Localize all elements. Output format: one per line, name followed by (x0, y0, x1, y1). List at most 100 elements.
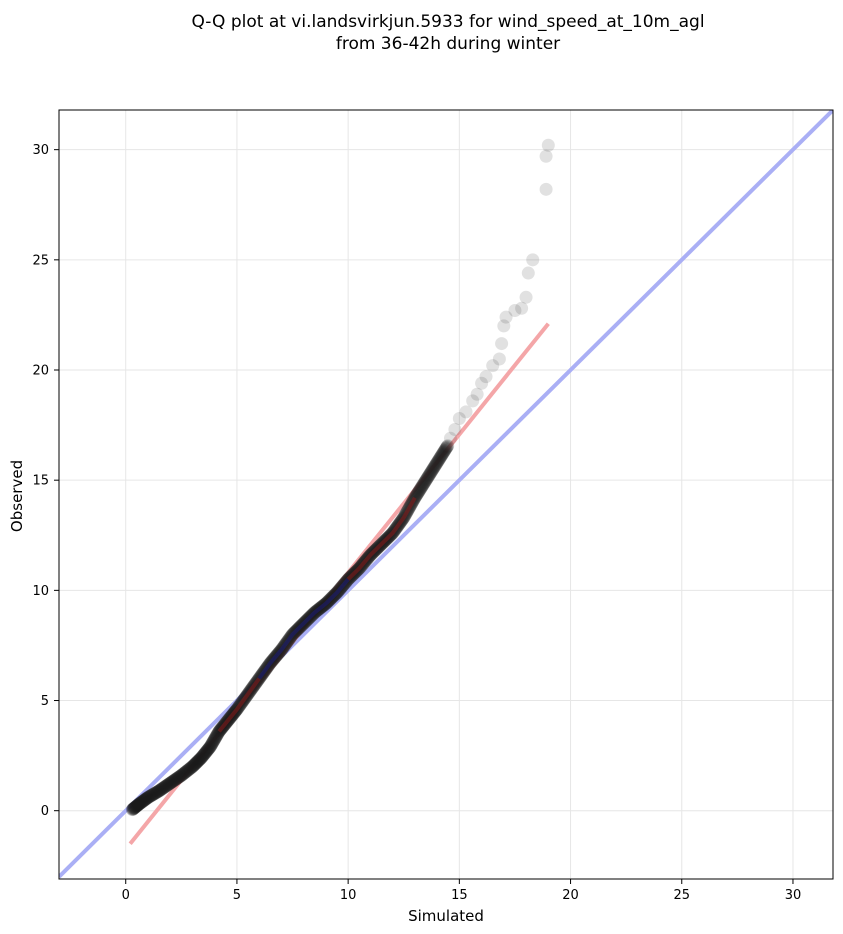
quantile-point-637 (430, 456, 444, 470)
tail-point-0 (443, 431, 457, 445)
quantile-point-649 (436, 447, 450, 461)
x-tick-label-0: 0 (122, 888, 130, 903)
quantile-point-91 (165, 775, 179, 789)
quantile-point-654 (438, 443, 452, 457)
quantile-point-648 (435, 448, 449, 462)
quantile-point-94 (166, 774, 180, 788)
quantile-point-68 (153, 783, 167, 797)
quantile-point-112 (175, 768, 189, 782)
quantile-point-609 (415, 479, 429, 493)
quantile-point-166 (199, 745, 213, 759)
quantile-point-57 (148, 787, 162, 801)
quantile-point-171 (201, 742, 215, 756)
quantile-point-183 (206, 735, 220, 749)
quantile-point-135 (187, 758, 201, 772)
quantile-point-632 (427, 460, 441, 474)
quantile-point-44 (141, 790, 155, 804)
quantile-point-88 (163, 776, 177, 790)
quantile-point-20 (131, 798, 145, 812)
quantile-point-12 (129, 800, 143, 814)
quantile-point-656 (439, 441, 453, 455)
y-tick-label-3: 15 (32, 474, 49, 489)
quantile-point-622 (422, 468, 436, 482)
tail-point-12 (499, 310, 513, 324)
reference-lines (59, 110, 833, 879)
y-tick-label-5: 25 (32, 253, 49, 268)
tail-point-1 (448, 422, 462, 436)
quantile-point-113 (176, 767, 190, 781)
quantile-point-40 (139, 792, 153, 806)
quantile-point-43 (141, 791, 155, 805)
quantile-point-64 (151, 784, 165, 798)
chart-title: Q-Q plot at vi.landsvirkjun.5933 for win… (191, 12, 704, 54)
quantile-point-631 (427, 461, 441, 475)
quantile-point-605 (413, 482, 427, 496)
quantile-point-87 (163, 777, 177, 791)
quantile-point-152 (194, 752, 208, 766)
quantile-point-617 (419, 472, 433, 486)
quantile-point-3 (126, 802, 140, 816)
quantile-point-55 (147, 787, 161, 801)
quantile-point-21 (132, 797, 146, 811)
quantile-point-173 (202, 741, 216, 755)
quantile-point-29 (135, 795, 149, 809)
quantile-point-116 (177, 766, 191, 780)
quantile-point-46 (142, 790, 156, 804)
quantile-point-17 (131, 798, 145, 812)
quantile-point-186 (207, 733, 221, 747)
quantile-point-625 (424, 466, 438, 480)
quantile-point-626 (424, 465, 438, 479)
quantile-point-604 (413, 483, 427, 497)
quantile-point-99 (169, 772, 183, 786)
quantile-point-73 (156, 781, 170, 795)
quantile-point-53 (146, 788, 160, 802)
quantile-point-89 (164, 776, 178, 790)
quantile-point-148 (192, 753, 206, 767)
quantile-point-132 (185, 760, 199, 774)
quantile-point-191 (209, 729, 223, 743)
quantile-point-24 (133, 796, 147, 810)
quantile-point-144 (190, 755, 204, 769)
curve-overlay-blue-mid (257, 578, 350, 680)
quantile-point-121 (180, 764, 194, 778)
quantile-point-13 (129, 799, 143, 813)
quantile-point-655 (439, 442, 453, 456)
quantile-point-8 (128, 801, 142, 815)
quantile-point-6 (127, 801, 141, 815)
quantile-point-141 (189, 756, 203, 770)
quantile-point-642 (432, 452, 446, 466)
quantile-point-641 (432, 453, 446, 467)
quantile-point-26 (134, 796, 148, 810)
quantile-point-71 (155, 782, 169, 796)
quantile-point-19 (131, 798, 145, 812)
quantile-point-149 (192, 753, 206, 767)
quantile-point-25 (133, 796, 147, 810)
y-axis-label: Observed (8, 460, 26, 532)
quantile-point-22 (132, 797, 146, 811)
quantile-point-185 (207, 733, 221, 747)
quantile-point-107 (173, 769, 187, 783)
quantile-point-192 (210, 729, 224, 743)
quantile-point-177 (204, 739, 218, 753)
quantile-point-84 (161, 778, 175, 792)
quantile-point-81 (160, 779, 174, 793)
y-axis-ticks: 0 5 10 15 20 25 30 (32, 143, 59, 819)
quantile-point-62 (150, 785, 164, 799)
x-tick-label-1: 5 (233, 888, 241, 903)
quantile-point-0 (125, 803, 139, 817)
quantile-point-638 (430, 456, 444, 470)
quantile-point-11 (129, 800, 143, 814)
tail-point-16 (521, 266, 535, 280)
quantile-point-37 (138, 793, 152, 807)
quantile-point-63 (151, 785, 165, 799)
quantile-point-179 (204, 738, 218, 752)
quantile-point-634 (428, 459, 442, 473)
chart-title-line-1: Q-Q plot at vi.landsvirkjun.5933 for win… (191, 12, 704, 32)
quantile-point-650 (436, 446, 450, 460)
quantile-point-599 (410, 487, 424, 501)
quantile-point-606 (414, 481, 428, 495)
quantile-point-607 (414, 480, 428, 494)
quantile-point-178 (204, 738, 218, 752)
quantile-point-48 (143, 789, 157, 803)
